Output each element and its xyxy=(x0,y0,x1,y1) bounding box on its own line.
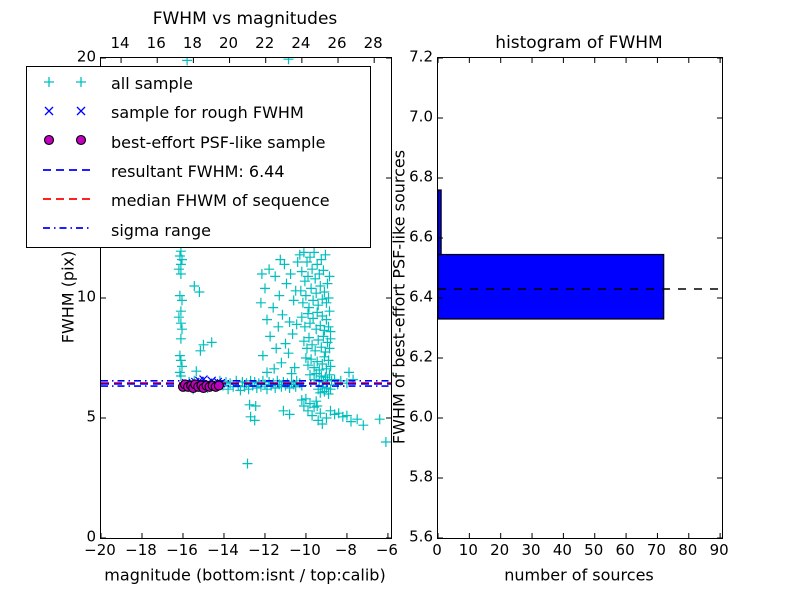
right-x-tick-label: 70 xyxy=(646,541,666,559)
right-y-tick-label: 7.2 xyxy=(409,47,433,66)
left-top-tick-label: 14 xyxy=(110,34,130,52)
legend-entry: sigma range xyxy=(27,216,370,245)
right-plot-canvas xyxy=(438,58,722,538)
legend: all sample sample for rough FWHM best-effo… xyxy=(26,66,371,248)
legend-label: all sample xyxy=(111,74,193,94)
circle-marker-icon xyxy=(43,135,87,146)
right-x-tick-label: 0 xyxy=(432,541,442,559)
right-x-tick-label: 10 xyxy=(458,541,478,559)
dashed-line-icon xyxy=(43,198,91,200)
left-x-tick-label: −14 xyxy=(207,541,239,559)
left-top-tick-label: 22 xyxy=(255,34,275,52)
right-y-tick-label: 6.8 xyxy=(409,167,433,186)
left-x-tick-label: −12 xyxy=(248,541,280,559)
left-top-tick-label: 28 xyxy=(363,34,383,52)
legend-entry: median FHWM of sequence xyxy=(27,186,370,215)
right-plot-ylabel: FWHM of best-effort PSF-like sources xyxy=(389,149,409,445)
left-plot-ylabel: FWHM (pix) xyxy=(58,250,78,344)
left-x-tick-label: −20 xyxy=(84,541,116,559)
left-x-tick-label: −6 xyxy=(375,541,398,559)
right-plot-xlabel: number of sources xyxy=(504,565,654,585)
right-plot-area xyxy=(437,57,723,539)
left-plot-xlabel: magnitude (bottom:isnt / top:calib) xyxy=(104,565,386,585)
right-x-tick-label: 60 xyxy=(615,541,635,559)
right-y-tick-label: 5.6 xyxy=(409,527,433,546)
left-top-tick-label: 18 xyxy=(182,34,202,52)
legend-entry: resultant FWHM: 6.44 xyxy=(27,157,370,186)
left-plot-title: FWHM vs magnitudes xyxy=(152,9,338,29)
left-top-tick-label: 26 xyxy=(327,34,347,52)
dashdot-line-icon xyxy=(43,227,91,230)
left-x-tick-label: −10 xyxy=(289,541,321,559)
left-top-tick-label: 16 xyxy=(146,34,166,52)
legend-entry: sample for rough FWHM xyxy=(27,98,370,127)
left-y-tick-label: 5 xyxy=(86,407,96,426)
left-plot-canvas xyxy=(101,58,391,538)
legend-entry: best-effort PSF-like sample xyxy=(27,128,370,157)
right-x-tick-label: 30 xyxy=(521,541,541,559)
left-y-tick-label: 10 xyxy=(76,287,96,306)
right-x-tick-label: 20 xyxy=(490,541,510,559)
left-plot-area xyxy=(100,57,392,539)
right-y-tick-label: 6.2 xyxy=(409,347,433,366)
left-y-tick-label: 20 xyxy=(76,47,96,66)
left-y-tick-label: 0 xyxy=(86,527,96,546)
right-plot-title: histogram of FWHM xyxy=(495,33,663,53)
legend-entry: all sample xyxy=(27,69,370,98)
right-y-tick-label: 6.6 xyxy=(409,227,433,246)
legend-label: median FHWM of sequence xyxy=(111,191,330,211)
legend-label: best-effort PSF-like sample xyxy=(111,132,326,152)
right-y-tick-label: 6.4 xyxy=(409,287,433,306)
left-top-tick-label: 20 xyxy=(219,34,239,52)
left-x-tick-label: −18 xyxy=(125,541,157,559)
legend-label: resultant FWHM: 6.44 xyxy=(111,162,285,182)
left-x-tick-label: −8 xyxy=(334,541,357,559)
legend-label: sigma range xyxy=(111,220,211,240)
right-y-tick-label: 5.8 xyxy=(409,467,433,486)
right-x-tick-label: 50 xyxy=(584,541,604,559)
left-top-tick-label: 24 xyxy=(291,34,311,52)
right-y-tick-label: 7.0 xyxy=(409,107,433,126)
right-x-tick-label: 80 xyxy=(678,541,698,559)
plus-marker-icon xyxy=(44,76,86,87)
cross-marker-icon xyxy=(44,106,86,116)
right-x-tick-label: 90 xyxy=(709,541,729,559)
dashed-line-icon xyxy=(43,168,91,171)
right-x-tick-label: 40 xyxy=(552,541,572,559)
left-x-tick-label: −16 xyxy=(166,541,198,559)
right-y-tick-label: 6.0 xyxy=(409,407,433,426)
legend-label: sample for rough FWHM xyxy=(111,103,304,123)
